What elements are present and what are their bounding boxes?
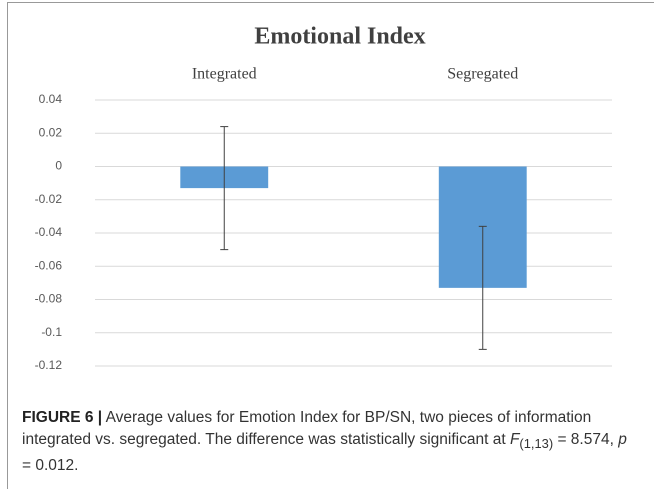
y-tick-label: -0.06: [35, 258, 63, 272]
chart-title: Emotional Index: [254, 24, 425, 50]
error-bar: [478, 225, 487, 350]
chart: Emotional Index 0.04 0.02 0 -0.02 -0.04 -0.06…: [35, 24, 612, 372]
y-tick-label: 0: [55, 159, 62, 173]
caption-p: p: [618, 431, 627, 448]
y-tick-label: 0.04: [39, 92, 63, 106]
category-label: Segregated: [447, 66, 518, 83]
y-tick-label: -0.08: [35, 292, 63, 306]
caption-subscript: (1,13): [519, 436, 554, 452]
caption: FIGURE 6 | Average values for Emotion In…: [22, 407, 632, 477]
caption-label: FIGURE 6 |: [22, 409, 103, 426]
caption-text: = 0.012.: [22, 457, 79, 475]
y-tick-label: -0.1: [41, 325, 62, 339]
y-tick-label: 0.02: [39, 125, 63, 139]
category-label: Integrated: [192, 66, 257, 83]
error-bar: [220, 126, 229, 251]
caption-text: = 8.574,: [553, 431, 619, 448]
y-tick-label: -0.04: [35, 225, 63, 239]
caption-stat: F: [509, 431, 520, 448]
caption-text: Average values for Emotion Index for BP/…: [22, 409, 592, 448]
y-tick-label: -0.12: [35, 358, 63, 372]
figure-frame: [7, 2, 654, 489]
y-tick-label: -0.02: [35, 192, 63, 206]
